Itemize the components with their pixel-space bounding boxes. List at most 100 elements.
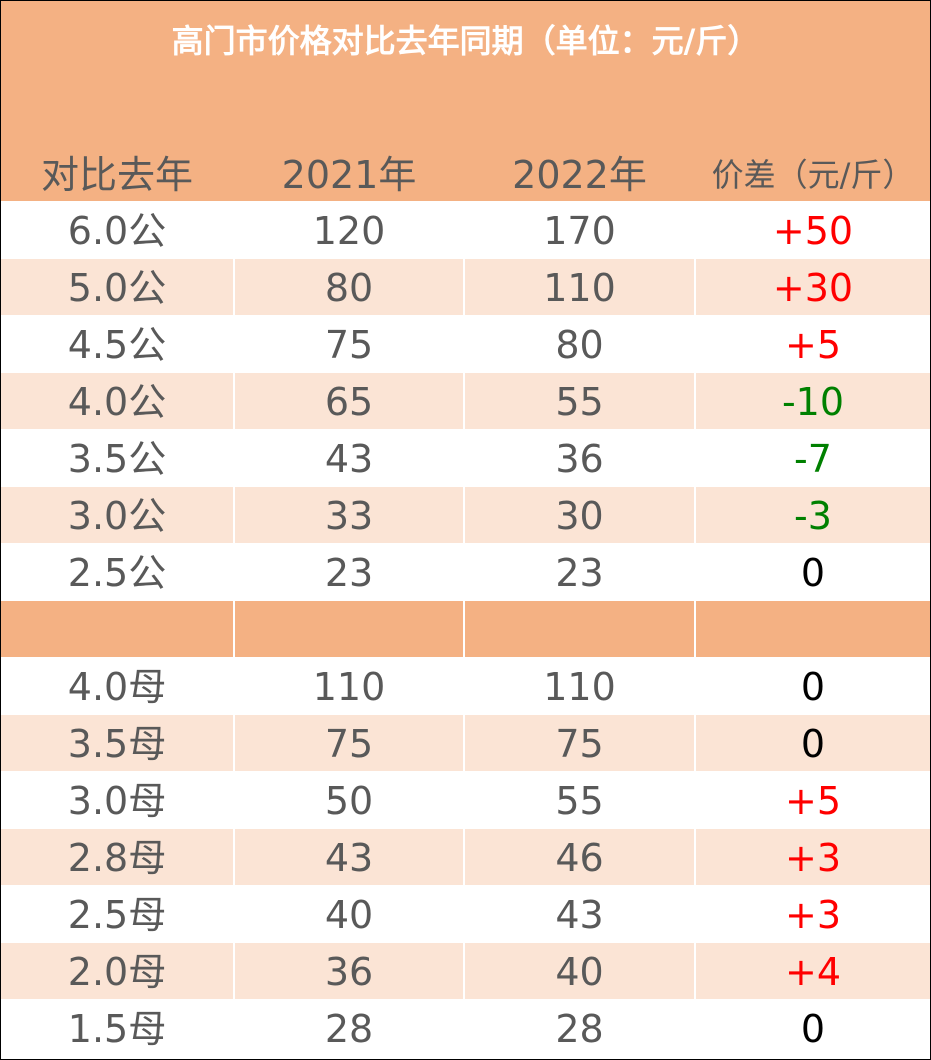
column-divider <box>463 373 465 429</box>
price-2021-cell: 43 <box>324 836 374 880</box>
group-separator-row <box>1 601 930 657</box>
column-divider <box>694 373 696 429</box>
column-divider <box>233 943 235 999</box>
table-row: 3.0公 33 30 -3 <box>1 487 930 543</box>
price-2022-cell: 55 <box>555 380 604 424</box>
price-2022-cell: 28 <box>555 1007 604 1051</box>
column-divider <box>694 1000 696 1056</box>
column-divider <box>463 316 465 372</box>
column-divider <box>463 772 465 828</box>
price-2021-cell: 28 <box>324 1007 374 1051</box>
price-2022-cell: 46 <box>555 836 604 880</box>
price-diff-cell: +3 <box>784 836 842 880</box>
column-divider <box>694 544 696 600</box>
price-diff-cell: 0 <box>800 722 826 766</box>
column-divider <box>694 829 696 885</box>
price-diff-cell: -10 <box>781 380 845 424</box>
column-divider <box>694 487 696 543</box>
table-row: 4.0公 65 55 -10 <box>1 373 930 429</box>
price-2021-cell: 33 <box>324 494 374 538</box>
price-diff-cell: +5 <box>784 779 842 823</box>
price-2022-cell: 40 <box>555 950 604 994</box>
column-divider <box>463 658 465 714</box>
column-divider <box>463 715 465 771</box>
column-divider <box>233 772 235 828</box>
price-2022-cell: 43 <box>555 893 604 937</box>
price-2021-cell: 75 <box>324 323 374 367</box>
price-2022-cell: 110 <box>543 266 616 310</box>
price-diff-cell: +4 <box>784 950 842 994</box>
spec-cell: 3.0母 <box>67 779 167 823</box>
column-header-2022: 2022年 <box>512 153 647 197</box>
column-divider <box>694 658 696 714</box>
column-divider <box>233 544 235 600</box>
price-2021-cell: 36 <box>324 950 374 994</box>
spec-cell: 3.5母 <box>67 722 167 766</box>
column-divider <box>463 886 465 942</box>
column-header-2021: 2021年 <box>281 153 417 197</box>
table-row: 6.0公 120 170 +50 <box>1 202 930 258</box>
column-divider <box>694 430 696 486</box>
table-title: 高门市价格对比去年同期（单位：元/斤） <box>171 22 760 60</box>
spec-cell: 2.5公 <box>67 551 167 595</box>
table-row: 3.0母 50 55 +5 <box>1 772 930 828</box>
price-2021-cell: 120 <box>312 209 386 253</box>
price-2021-cell: 65 <box>324 380 374 424</box>
price-2022-cell: 110 <box>543 665 616 709</box>
spec-cell: 3.5公 <box>67 437 167 481</box>
column-divider <box>463 601 465 657</box>
price-2022-cell: 55 <box>555 779 604 823</box>
column-divider <box>694 715 696 771</box>
column-divider <box>233 487 235 543</box>
spec-cell: 2.8母 <box>67 836 167 880</box>
spec-cell: 4.0母 <box>67 665 167 709</box>
table-row: 1.5母 28 28 0 <box>1 1000 930 1056</box>
column-divider <box>463 829 465 885</box>
column-divider <box>463 430 465 486</box>
price-2021-cell: 40 <box>324 893 374 937</box>
price-diff-cell: 0 <box>800 1007 826 1051</box>
spec-cell: 3.0公 <box>67 494 167 538</box>
price-diff-cell: 0 <box>800 665 826 709</box>
price-2022-cell: 23 <box>555 551 604 595</box>
column-divider <box>233 430 235 486</box>
column-divider <box>233 886 235 942</box>
column-divider <box>233 373 235 429</box>
spec-cell: 6.0公 <box>67 209 167 253</box>
column-divider <box>233 1000 235 1056</box>
price-diff-cell: 0 <box>800 551 826 595</box>
column-divider <box>694 886 696 942</box>
column-divider <box>233 259 235 315</box>
price-2021-cell: 23 <box>324 551 374 595</box>
column-divider <box>463 544 465 600</box>
table-row: 3.5公 43 36 -7 <box>1 430 930 486</box>
price-diff-cell: -3 <box>794 494 832 538</box>
table-row: 2.5母 40 43 +3 <box>1 886 930 942</box>
spec-cell: 2.0母 <box>67 950 167 994</box>
price-2021-cell: 50 <box>324 779 374 823</box>
price-2022-cell: 170 <box>543 209 616 253</box>
column-divider <box>463 943 465 999</box>
spec-cell: 4.0公 <box>67 380 167 424</box>
spec-cell: 4.5公 <box>67 323 167 367</box>
column-header-price-difference: 价差（元/斤） <box>711 156 915 194</box>
price-2022-cell: 30 <box>555 494 604 538</box>
price-diff-cell: +50 <box>772 209 854 253</box>
column-divider <box>694 202 696 258</box>
column-divider <box>694 259 696 315</box>
column-divider <box>694 943 696 999</box>
column-divider <box>694 601 696 657</box>
column-divider <box>694 316 696 372</box>
price-diff-cell: +30 <box>772 266 854 310</box>
table-row: 2.5公 23 23 0 <box>1 544 930 600</box>
price-2021-cell: 80 <box>324 266 374 310</box>
table-header: 高门市价格对比去年同期（单位：元/斤） 对比去年 2021年 2022年 价差（… <box>1 1 930 201</box>
column-divider <box>233 202 235 258</box>
column-header-comparison: 对比去年 <box>40 153 193 197</box>
table-row: 4.5公 75 80 +5 <box>1 316 930 372</box>
column-divider <box>694 772 696 828</box>
column-divider <box>233 601 235 657</box>
table-row: 3.5母 75 75 0 <box>1 715 930 771</box>
